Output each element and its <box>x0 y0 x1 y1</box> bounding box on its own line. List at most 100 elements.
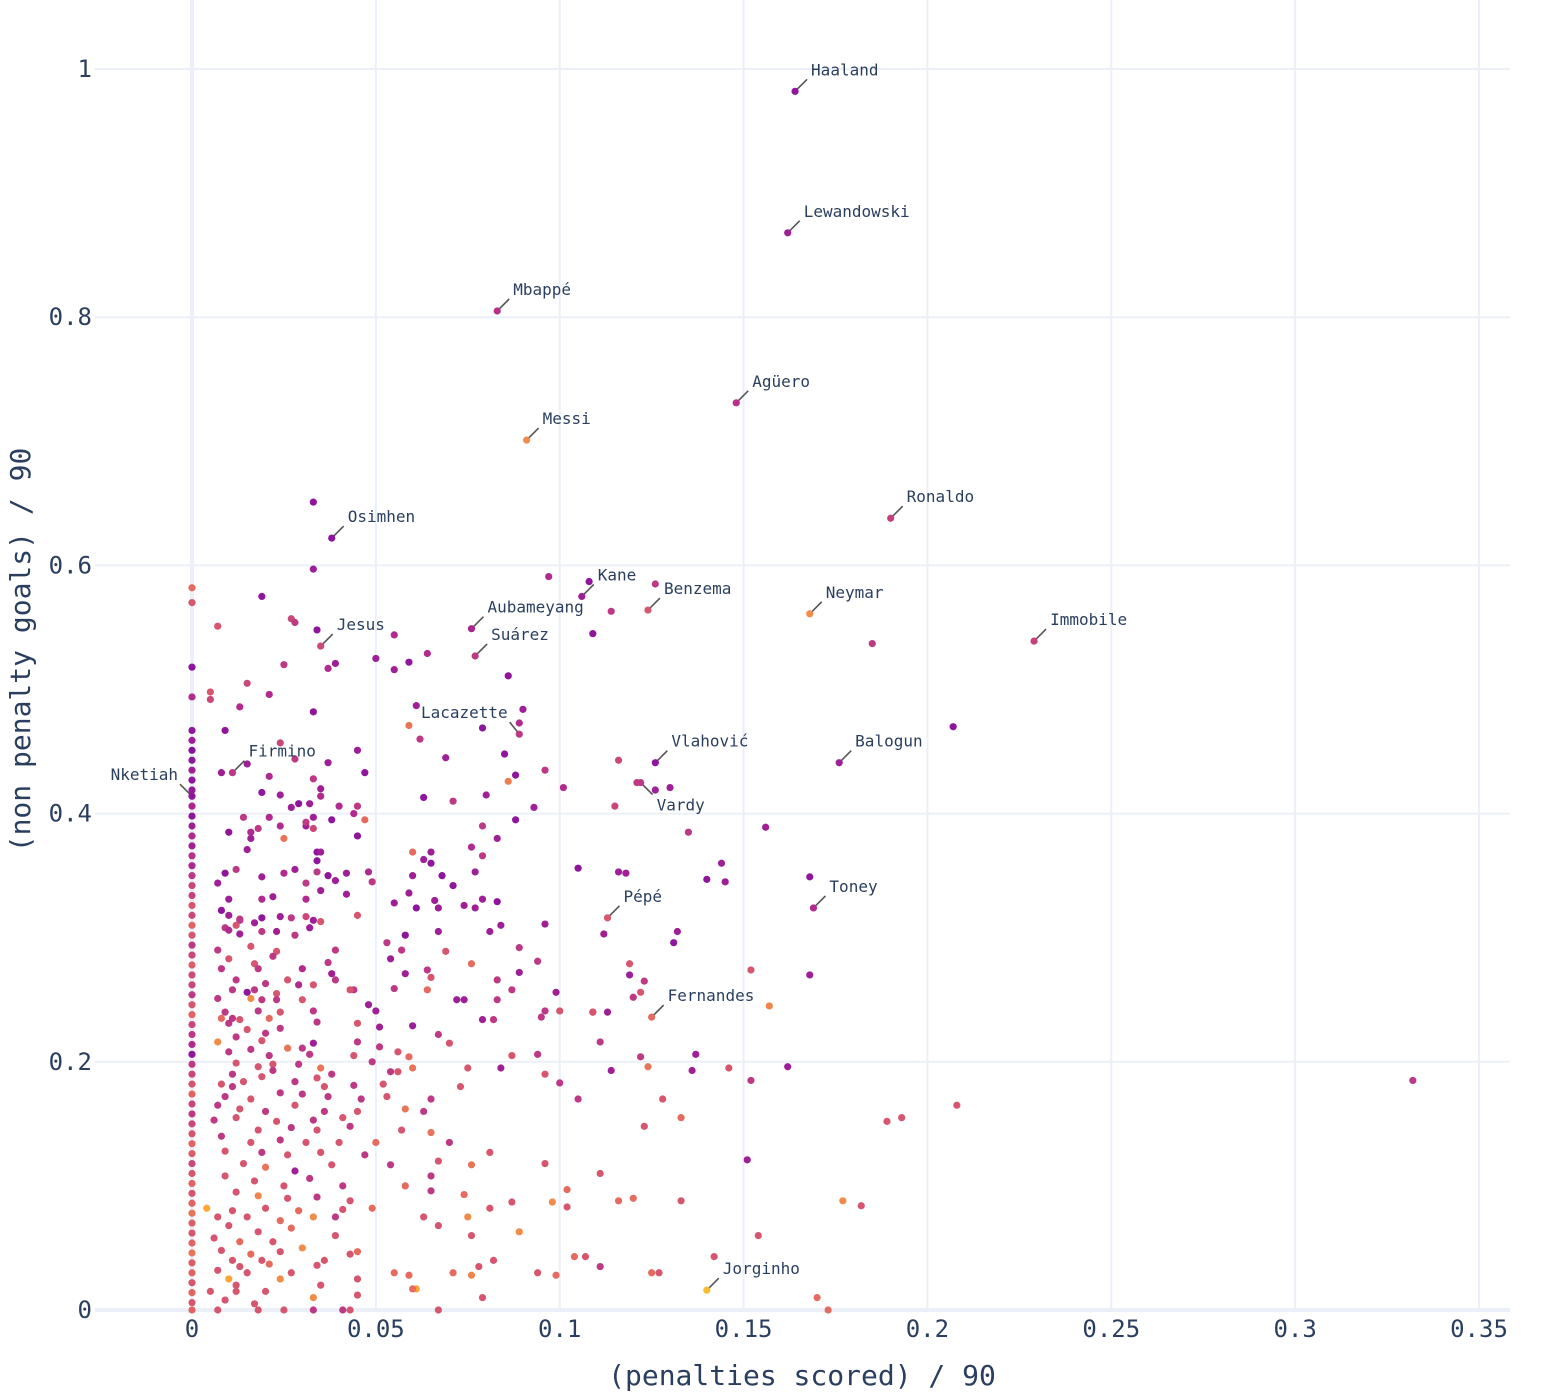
data-point <box>188 1298 196 1307</box>
data-point <box>670 939 678 947</box>
data-point <box>188 599 196 607</box>
data-point <box>743 1156 751 1164</box>
data-point <box>276 1024 284 1032</box>
data-point <box>254 824 262 833</box>
data-point <box>585 577 593 586</box>
data-point <box>534 1050 542 1058</box>
point-label: Vlahović <box>671 732 748 751</box>
data-point <box>331 877 340 885</box>
data-point <box>324 958 332 967</box>
data-point <box>188 1130 196 1138</box>
data-point <box>489 1256 498 1264</box>
data-point <box>445 1138 453 1147</box>
data-point <box>276 1275 284 1283</box>
data-point <box>188 891 196 900</box>
data-point <box>258 592 266 601</box>
labeled-data-point <box>648 1013 656 1021</box>
data-point <box>276 1089 284 1097</box>
data-point <box>188 1169 196 1178</box>
data-point <box>467 1271 476 1279</box>
data-point <box>317 1064 325 1072</box>
data-point <box>287 1224 295 1232</box>
data-point <box>258 788 266 797</box>
data-point <box>346 986 354 994</box>
data-point <box>500 750 509 758</box>
data-point <box>559 783 567 792</box>
data-point <box>747 1076 755 1085</box>
data-point <box>574 1095 582 1103</box>
data-point <box>291 618 299 627</box>
data-point <box>313 1126 321 1134</box>
data-point <box>420 855 428 864</box>
data-point <box>225 955 233 963</box>
data-point <box>269 952 277 960</box>
data-point <box>386 955 395 963</box>
data-point <box>261 1163 270 1171</box>
data-point <box>324 759 332 767</box>
data-point <box>239 1159 248 1168</box>
data-point <box>765 1002 773 1010</box>
data-point <box>258 927 266 936</box>
data-point <box>655 1269 663 1277</box>
data-point <box>291 755 299 763</box>
x-tick-label: 0.3 <box>1273 1315 1316 1343</box>
data-point <box>420 1107 428 1116</box>
data-point <box>188 1050 196 1058</box>
labeled-data-point <box>523 436 531 444</box>
data-point <box>541 1159 549 1168</box>
x-axis-title: (penalties scored) / 90 <box>608 1359 996 1392</box>
data-point <box>508 1198 516 1206</box>
data-point <box>486 927 494 936</box>
labeled-data-point <box>317 642 325 650</box>
data-point <box>637 988 645 996</box>
data-point <box>401 1105 409 1113</box>
data-point <box>302 879 310 887</box>
data-point <box>394 1048 402 1056</box>
data-point <box>250 960 259 968</box>
data-point <box>221 1147 229 1155</box>
data-point <box>272 989 281 998</box>
data-point <box>243 1025 251 1034</box>
data-point <box>317 848 325 856</box>
data-point <box>515 719 523 727</box>
data-point <box>423 649 431 658</box>
data-point <box>276 822 284 830</box>
data-point <box>497 921 505 929</box>
data-point <box>188 1159 196 1168</box>
data-point <box>806 971 814 979</box>
data-point <box>431 896 439 905</box>
data-point <box>883 1117 891 1125</box>
data-point <box>188 1120 196 1128</box>
point-label: Agüero <box>752 372 810 391</box>
data-point <box>416 735 424 743</box>
data-point <box>284 976 292 984</box>
data-point <box>243 679 251 687</box>
point-label: Lewandowski <box>804 202 910 221</box>
data-point <box>188 766 196 774</box>
data-point <box>269 1238 277 1246</box>
data-point <box>478 1016 487 1024</box>
data-point <box>214 879 222 887</box>
labeled-data-point <box>651 759 659 767</box>
data-point <box>295 1060 303 1068</box>
data-point <box>427 1172 435 1180</box>
data-point <box>188 1070 196 1078</box>
data-point <box>390 899 398 907</box>
data-point <box>346 1197 354 1205</box>
data-point <box>368 1058 376 1066</box>
data-point <box>243 988 251 996</box>
labeled-data-point <box>887 514 895 522</box>
data-point <box>353 1275 362 1283</box>
data-point <box>449 881 457 890</box>
data-point <box>442 754 450 762</box>
data-point <box>228 986 237 994</box>
data-point <box>258 895 266 903</box>
point-label: Benzema <box>664 579 731 598</box>
data-point <box>390 631 398 639</box>
data-point <box>210 1116 218 1124</box>
data-point <box>574 864 582 872</box>
data-point <box>188 1259 196 1267</box>
data-point <box>276 739 284 747</box>
data-point <box>353 832 362 840</box>
data-point <box>228 1014 237 1022</box>
